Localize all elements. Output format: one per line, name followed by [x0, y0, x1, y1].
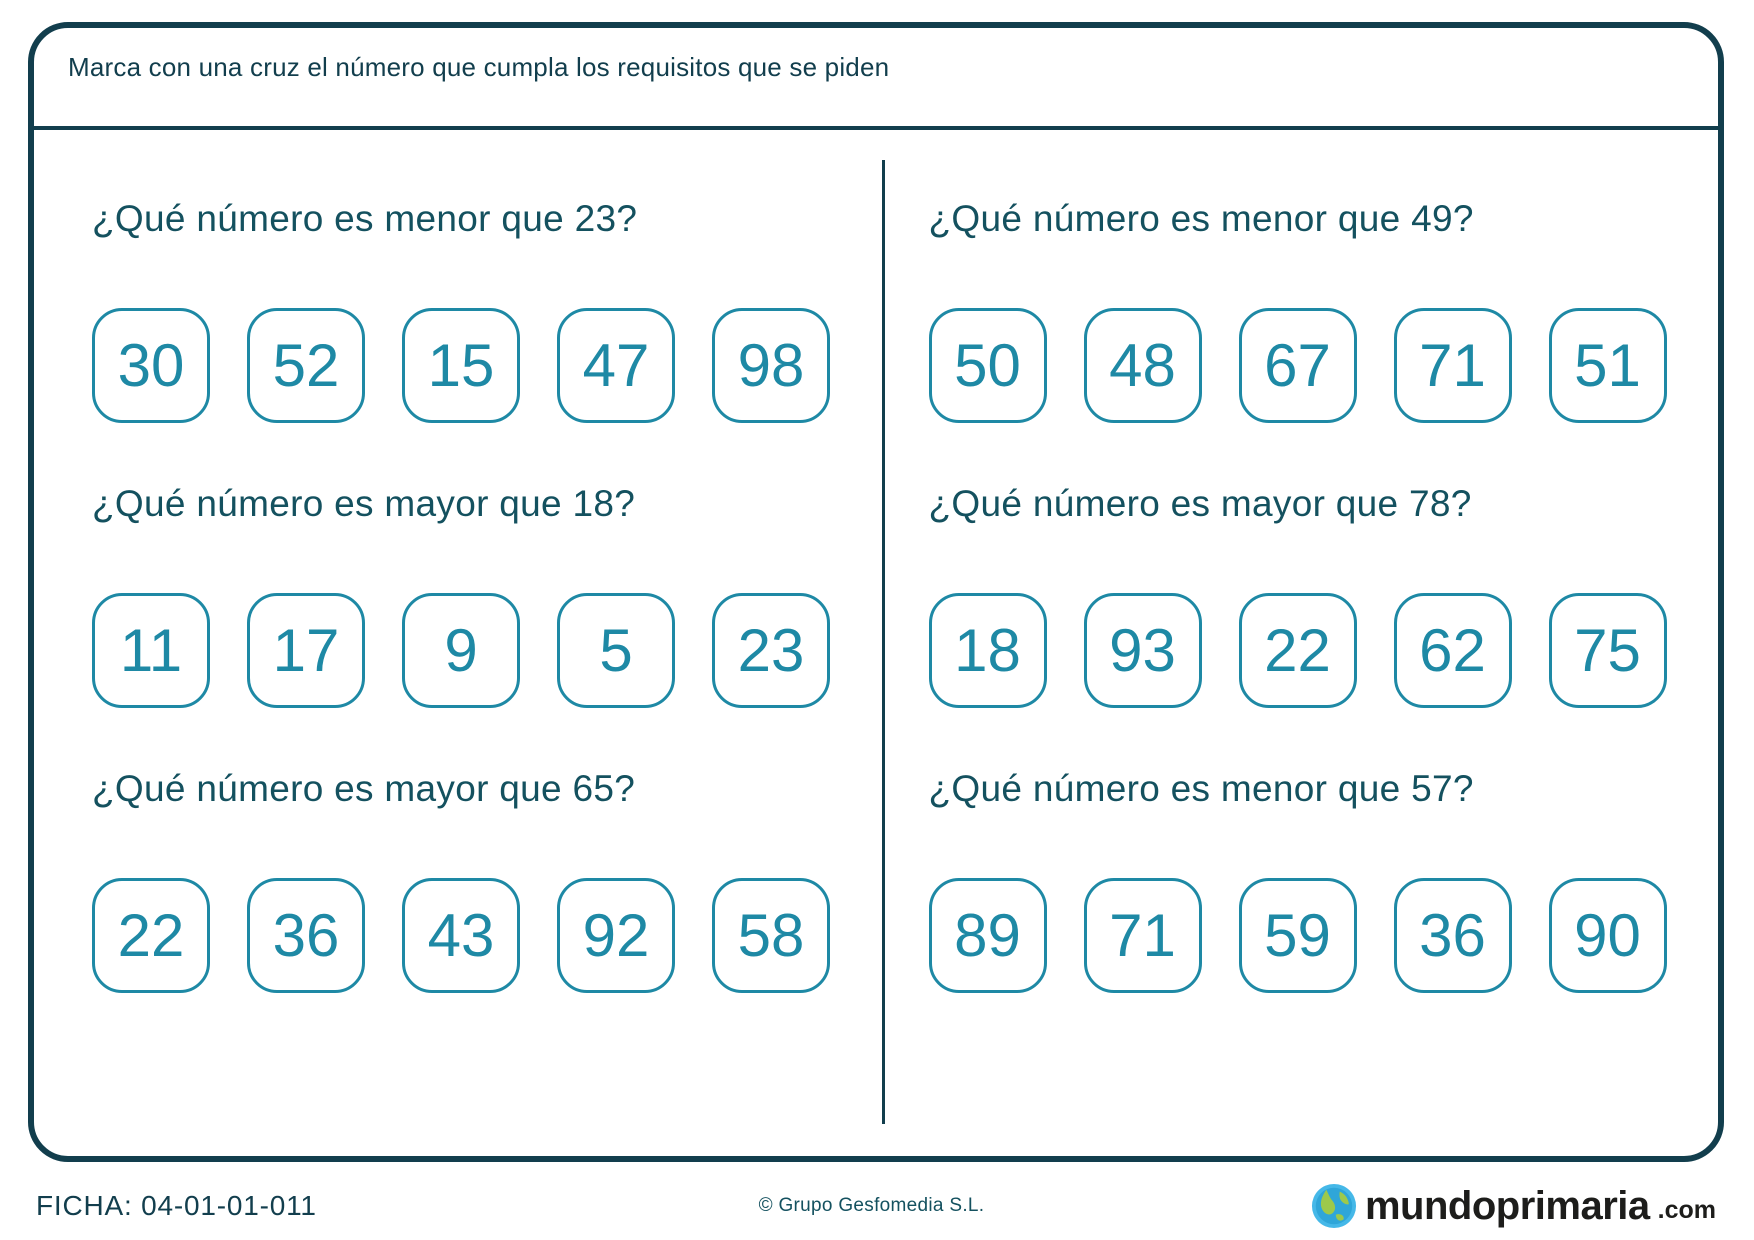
- number-option[interactable]: 15: [402, 308, 520, 423]
- number-option[interactable]: 36: [1393, 878, 1512, 993]
- options-row: 11 17 9 5 23: [92, 593, 882, 708]
- number-option[interactable]: 43: [402, 878, 520, 993]
- question-block-6: ¿Qué número es menor que 57? 89 71 59 36…: [928, 766, 1719, 993]
- number-option[interactable]: 71: [1393, 308, 1512, 423]
- number-option[interactable]: 51: [1548, 308, 1667, 423]
- logo-wordmark: mundoprimaria: [1364, 1183, 1650, 1228]
- number-option[interactable]: 92: [557, 878, 675, 993]
- question-prompt: ¿Qué número es menor que 23?: [92, 198, 638, 239]
- number-option[interactable]: 62: [1393, 593, 1512, 708]
- number-option[interactable]: 22: [92, 878, 210, 993]
- worksheet-body: ¿Qué número es menor que 23? 30 52 15 47…: [34, 130, 1718, 1156]
- question-prompt: ¿Qué número es mayor que 18?: [92, 483, 636, 524]
- column-divider: [881, 160, 885, 1124]
- number-option[interactable]: 48: [1083, 308, 1202, 423]
- right-column: ¿Qué número es menor que 49? 50 48 67 71…: [885, 130, 1719, 1156]
- number-option[interactable]: 90: [1548, 878, 1667, 993]
- options-row: 89 71 59 36 90: [928, 878, 1719, 993]
- number-option[interactable]: 30: [92, 308, 210, 423]
- question-prompt: ¿Qué número es menor que 57?: [928, 768, 1474, 809]
- instruction-bar: Marca con una cruz el número que cumpla …: [34, 28, 1718, 130]
- number-option[interactable]: 17: [247, 593, 365, 708]
- number-option[interactable]: 67: [1238, 308, 1357, 423]
- options-row: 30 52 15 47 98: [92, 308, 882, 423]
- number-option[interactable]: 75: [1548, 593, 1667, 708]
- number-option[interactable]: 58: [712, 878, 830, 993]
- question-prompt: ¿Qué número es menor que 49?: [928, 198, 1474, 239]
- number-option[interactable]: 50: [928, 308, 1047, 423]
- left-column: ¿Qué número es menor que 23? 30 52 15 47…: [34, 130, 882, 1156]
- number-option[interactable]: 47: [557, 308, 675, 423]
- question-block-2: ¿Qué número es mayor que 18? 11 17 9 5 2…: [92, 481, 882, 708]
- number-option[interactable]: 9: [402, 593, 520, 708]
- instruction-text: Marca con una cruz el número que cumpla …: [68, 52, 890, 82]
- globe-icon: [1311, 1183, 1357, 1229]
- logo-domain-suffix: .com: [1657, 1196, 1716, 1224]
- number-option[interactable]: 36: [247, 878, 365, 993]
- question-block-5: ¿Qué número es mayor que 78? 18 93 22 62…: [928, 481, 1719, 708]
- ficha-code: FICHA: 04-01-01-011: [36, 1190, 317, 1221]
- number-option[interactable]: 5: [557, 593, 675, 708]
- number-option[interactable]: 89: [928, 878, 1047, 993]
- question-block-3: ¿Qué número es mayor que 65? 22 36 43 92…: [92, 766, 882, 993]
- question-prompt: ¿Qué número es mayor que 78?: [928, 483, 1472, 524]
- question-prompt: ¿Qué número es mayor que 65?: [92, 768, 636, 809]
- number-option[interactable]: 98: [712, 308, 830, 423]
- mundoprimaria-logo[interactable]: mundoprimaria .com: [1311, 1183, 1716, 1229]
- number-option[interactable]: 23: [712, 593, 830, 708]
- page-footer: FICHA: 04-01-01-011 © Grupo Gesfomedia S…: [36, 1178, 1716, 1234]
- number-option[interactable]: 52: [247, 308, 365, 423]
- options-row: 22 36 43 92 58: [92, 878, 882, 993]
- number-option[interactable]: 59: [1238, 878, 1357, 993]
- number-option[interactable]: 11: [92, 593, 210, 708]
- options-row: 50 48 67 71 51: [928, 308, 1719, 423]
- number-option[interactable]: 71: [1083, 878, 1202, 993]
- question-block-4: ¿Qué número es menor que 49? 50 48 67 71…: [928, 130, 1719, 423]
- options-row: 18 93 22 62 75: [928, 593, 1719, 708]
- number-option[interactable]: 22: [1238, 593, 1357, 708]
- copyright-text: © Grupo Gesfomedia S.L.: [758, 1195, 985, 1216]
- number-option[interactable]: 18: [928, 593, 1047, 708]
- worksheet-sheet: Marca con una cruz el número que cumpla …: [28, 22, 1724, 1162]
- question-block-1: ¿Qué número es menor que 23? 30 52 15 47…: [92, 130, 882, 423]
- number-option[interactable]: 93: [1083, 593, 1202, 708]
